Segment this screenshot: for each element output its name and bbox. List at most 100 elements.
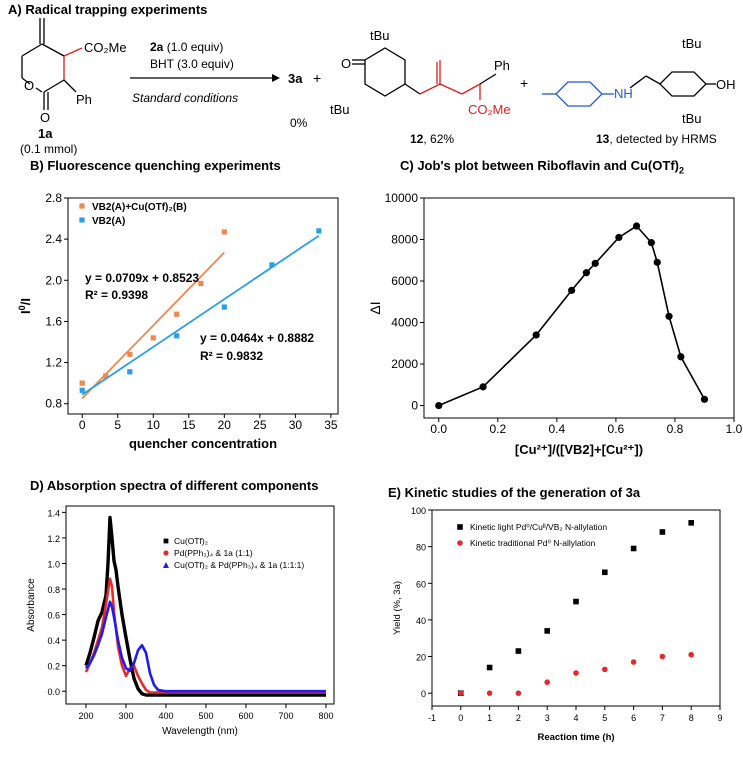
x-tick-label: 0.2 xyxy=(489,422,506,436)
x-tick-label: 0.8 xyxy=(667,422,684,436)
legend-marker-2 xyxy=(163,562,169,568)
data-point xyxy=(150,335,156,341)
data-point xyxy=(479,383,487,391)
data-point xyxy=(582,269,590,277)
panel-d-title: D) Absorption spectra of different compo… xyxy=(30,478,319,493)
product-13-caption: 13, detected by HRMS xyxy=(596,132,717,146)
data-line xyxy=(438,224,706,407)
product-12-caption: 12, 62% xyxy=(410,132,454,146)
x-tick-label: 500 xyxy=(198,711,213,721)
data-point xyxy=(615,233,623,242)
x-tick-label: -1 xyxy=(428,713,436,723)
y-axis-title: Absorbance xyxy=(26,578,37,632)
atom-ph-12: Ph xyxy=(494,58,510,73)
panel-e-title: E) Kinetic studies of the generation of … xyxy=(388,485,641,500)
x-axis-title: Wavelength (nm) xyxy=(162,726,238,737)
legend-label-2: Cu(OTf)₂ & Pd(PPh₃)₄ & 1a (1:1:1) xyxy=(174,560,304,570)
y-tick-label: 10000 xyxy=(385,191,419,205)
x-tick-label: 400 xyxy=(158,711,173,721)
x-tick-label: 35 xyxy=(324,418,338,432)
data-point xyxy=(591,259,599,267)
atom-tbu-12b: tBu xyxy=(330,102,350,117)
data-point xyxy=(127,369,133,375)
y-tick-label: 0.8 xyxy=(47,585,60,595)
x-axis-title: Reaction time (h) xyxy=(537,732,614,743)
data-point xyxy=(602,569,608,576)
legend-marker-0 xyxy=(79,203,85,209)
data-point xyxy=(677,353,685,361)
data-point xyxy=(573,670,579,676)
fit-line-1 xyxy=(81,234,320,396)
reactant-amount: (0.1 mmol) xyxy=(20,142,77,156)
panel-a-title: A) Radical trapping experiments xyxy=(8,2,208,17)
y-tick-label: 1.2 xyxy=(45,356,62,370)
data-point xyxy=(221,304,227,310)
y-tick-label: 60 xyxy=(416,579,426,589)
series-line-2 xyxy=(84,600,326,693)
x-tick-label: 8 xyxy=(689,713,694,723)
chart-c-jobs-plot: 0.0 0.2 0.4 0.6 0.8 1.0 0 2000 4000 6000 8000 10000… xyxy=(367,191,742,457)
product-12-structure xyxy=(352,47,497,100)
reagent-2a: 2a (1.0 equiv) xyxy=(150,40,223,54)
y-tick-label: 20 xyxy=(416,653,426,663)
legend-label-0: VB2(A)+Cu(OTf)₂(B) xyxy=(92,202,187,213)
x-tick-label: 0 xyxy=(79,418,86,432)
x-tick-label: 4 xyxy=(573,713,578,723)
data-point xyxy=(632,222,641,230)
data-point xyxy=(515,690,522,696)
y-axis-title: Yield (%, 3a) xyxy=(392,581,403,635)
data-point xyxy=(486,690,493,696)
y-tick-label: 40 xyxy=(416,616,426,626)
atom-tbu-13b: tBu xyxy=(682,111,702,126)
plot-frame-c xyxy=(423,197,735,419)
plus-sign-1: + xyxy=(313,70,321,86)
panel-c-title-sub: 2 xyxy=(678,165,684,176)
data-point xyxy=(79,380,85,386)
product-3a-label: 3a xyxy=(288,71,303,86)
chart-b-fluorescence: 0 5 10 15 20 25 30 35 0.8 1.2 1.6 2.0 2.4 2.8 VB2(A)+C… xyxy=(17,191,339,451)
fit-annotation-0: y = 0.0709x + 0.8523 xyxy=(85,271,199,285)
data-point xyxy=(568,286,576,294)
x-axis-title: quencher concentration xyxy=(129,436,277,451)
x-tick-label: 5 xyxy=(114,418,121,432)
data-point xyxy=(532,331,540,339)
y-tick-label: 100 xyxy=(411,506,426,516)
fit-annotation-1: R² = 0.9398 xyxy=(85,288,148,302)
series-line-1 xyxy=(84,577,326,694)
data-point xyxy=(221,229,227,235)
x-tick-label: 5 xyxy=(602,713,607,723)
data-point xyxy=(198,280,204,286)
reactant-label: 1a xyxy=(38,126,53,141)
y-tick-label: 0 xyxy=(411,399,418,413)
x-tick-label: 200 xyxy=(78,711,93,721)
atom-tbu-13a: tBu xyxy=(682,36,702,51)
x-tick-label: 9 xyxy=(717,713,722,723)
legend-marker-1 xyxy=(163,550,169,556)
x-tick-label: 15 xyxy=(182,418,196,432)
data-point xyxy=(573,598,579,605)
panel-c-title-main: C) Job's plot between Riboflavin and Cu(… xyxy=(400,158,679,173)
y-tick-label: 80 xyxy=(416,543,426,553)
legend-marker-0 xyxy=(457,524,463,530)
y-tick-label: 0.2 xyxy=(47,662,60,672)
data-point xyxy=(700,395,709,403)
legend-marker-1 xyxy=(79,217,85,223)
data-point xyxy=(79,387,85,393)
x-tick-label: 700 xyxy=(278,711,293,721)
data-point xyxy=(127,351,133,357)
y-tick-label: 2.8 xyxy=(45,191,62,205)
y-tick-label: 2.0 xyxy=(45,273,62,287)
y-tick-label: 1.4 xyxy=(47,508,60,518)
x-tick-label: 1 xyxy=(487,713,492,723)
x-tick-label: 3 xyxy=(545,713,550,723)
data-point xyxy=(665,312,673,320)
x-tick-label: 1.0 xyxy=(726,422,742,436)
x-tick-label: 0 xyxy=(458,713,463,723)
x-tick-label: 10 xyxy=(147,418,161,432)
legend-label-1: Kinetic traditional Pd⁰ N-allylation xyxy=(470,538,596,548)
legend-marker-1 xyxy=(457,540,463,546)
reagent-bht: BHT (3.0 equiv) xyxy=(150,57,234,71)
reaction-scheme: O O CO₂Me Ph 1a (0.1 mmol) 2a (1.0 equiv… xyxy=(20,18,736,156)
reaction-conditions: Standard conditions xyxy=(132,91,238,105)
y-tick-label: 1.0 xyxy=(47,559,60,569)
